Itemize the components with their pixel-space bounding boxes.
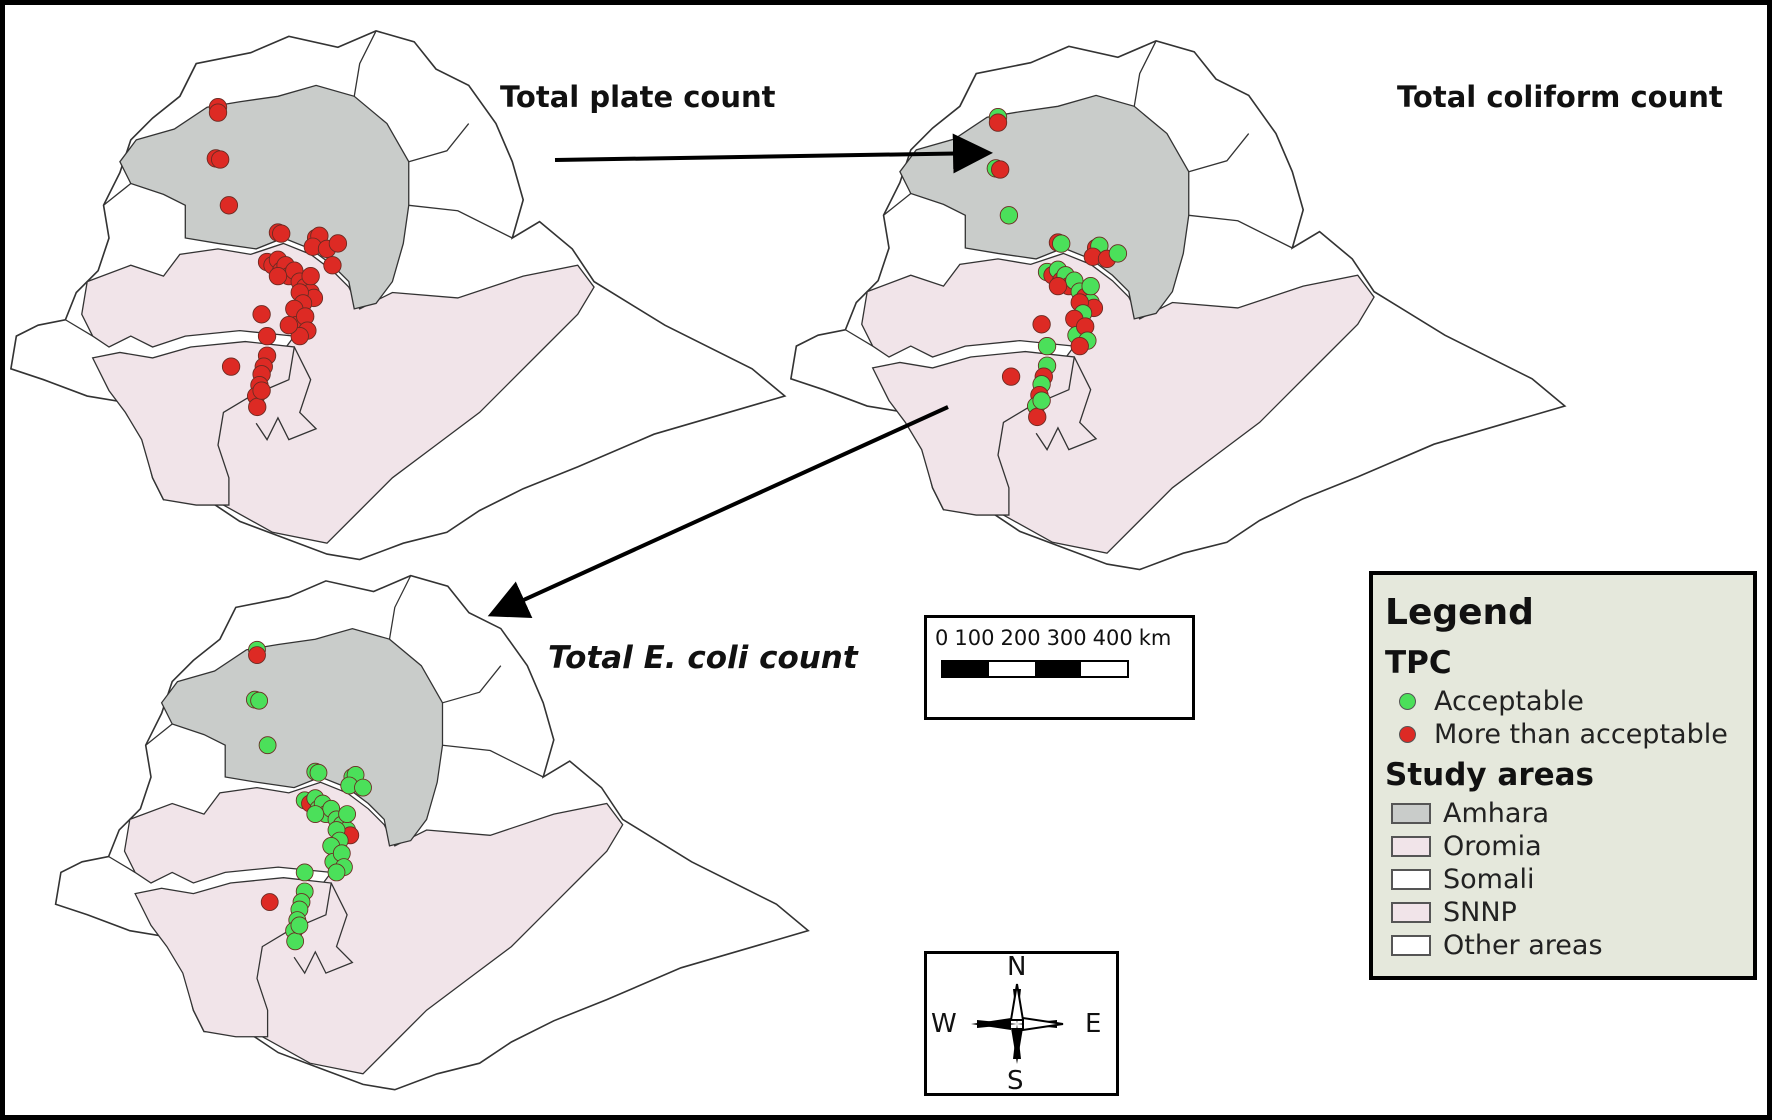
- sample-acceptable: [338, 805, 357, 824]
- sample-more-than-acceptable: [221, 357, 241, 376]
- sample-more-than-acceptable: [248, 646, 266, 665]
- sample-more-than-acceptable: [279, 316, 299, 335]
- sample-acceptable: [1052, 234, 1071, 253]
- sample-more-than-acceptable: [991, 160, 1010, 179]
- legend-item-more-than-acceptable: More than acceptable: [1385, 718, 1753, 751]
- sample-more-than-acceptable: [252, 381, 271, 400]
- compass-south-label: S: [1007, 1066, 1024, 1096]
- title-total-coliform-count: Total coliform count: [1397, 80, 1723, 114]
- arrow-tcc-to-ecoli: [487, 405, 949, 618]
- sample-acceptable: [354, 778, 372, 797]
- sample-more-than-acceptable: [1032, 315, 1051, 334]
- sample-acceptable: [286, 932, 305, 951]
- sample-acceptable: [1032, 391, 1051, 410]
- sample-more-than-acceptable: [211, 150, 230, 169]
- sample-more-than-acceptable: [323, 256, 342, 275]
- compass-west-label: W: [931, 1009, 957, 1039]
- sample-more-than-acceptable: [252, 305, 271, 324]
- snnp-swatch: [1391, 902, 1431, 923]
- sample-acceptable: [1037, 336, 1057, 356]
- sample-acceptable: [1108, 244, 1128, 263]
- sample-more-than-acceptable: [988, 113, 1008, 132]
- sample-more-than-acceptable: [1001, 367, 1021, 386]
- legend-item-other-areas: Other areas: [1385, 929, 1753, 962]
- legend-study-areas-heading: Study areas: [1385, 757, 1595, 793]
- sample-more-than-acceptable: [301, 266, 320, 286]
- scale-bar-segments: [941, 660, 1129, 678]
- sample-more-than-acceptable: [1028, 407, 1047, 427]
- sample-more-than-acceptable: [257, 326, 277, 346]
- sample-acceptable: [290, 916, 309, 935]
- sample-more-than-acceptable: [260, 893, 279, 911]
- sample-acceptable: [999, 206, 1019, 225]
- sample-more-than-acceptable: [328, 234, 348, 253]
- sample-more-than-acceptable: [1048, 276, 1068, 296]
- sample-more-than-acceptable: [290, 326, 309, 346]
- sample-more-than-acceptable: [272, 224, 291, 243]
- other-areas-swatch: [1391, 935, 1431, 956]
- sample-acceptable: [306, 805, 325, 824]
- sample-more-than-acceptable: [248, 397, 267, 417]
- sample-more-than-acceptable: [219, 196, 239, 215]
- legend-title: Legend: [1385, 592, 1534, 633]
- scale-bar-labels: 0 100 200 300 400 km: [935, 626, 1172, 650]
- sample-acceptable: [309, 763, 328, 782]
- map-total-coliform-count: [790, 40, 1566, 571]
- compass-rose-icon: [971, 983, 1064, 1064]
- amhara-swatch: [1391, 803, 1431, 824]
- sample-acceptable: [327, 863, 346, 882]
- sample-more-than-acceptable: [208, 103, 228, 122]
- unacceptable-dot-icon: [1399, 726, 1416, 743]
- title-total-plate-count: Total plate count: [500, 80, 776, 114]
- acceptable-dot-icon: [1399, 693, 1416, 710]
- sample-acceptable: [250, 691, 269, 710]
- map-legend: Legend TPC Acceptable More than acceptab…: [1369, 571, 1757, 980]
- map-total-plate-count: [10, 30, 786, 561]
- sample-acceptable: [295, 863, 314, 882]
- sample-more-than-acceptable: [1070, 336, 1089, 356]
- north-arrow: N S W E: [924, 951, 1119, 1096]
- legend-item-somali: Somali: [1385, 863, 1753, 896]
- title-total-ecoli-count: Total E. coli count: [548, 640, 858, 676]
- legend-tpc-heading: TPC: [1385, 645, 1452, 681]
- map-total-ecoli-count: [54, 574, 809, 1091]
- compass-east-label: E: [1085, 1009, 1102, 1039]
- sample-acceptable: [1081, 276, 1100, 296]
- oromia-swatch: [1391, 836, 1431, 857]
- compass-north-label: N: [1007, 952, 1027, 982]
- sample-more-than-acceptable: [268, 266, 288, 286]
- legend-item-snnp: SNNP: [1385, 896, 1753, 929]
- legend-item-amhara: Amhara: [1385, 797, 1753, 830]
- somali-swatch: [1391, 869, 1431, 890]
- arrow-tpc-to-tcc: [554, 133, 993, 174]
- scale-bar: 0 100 200 300 400 km: [924, 615, 1195, 720]
- legend-item-oromia: Oromia: [1385, 830, 1753, 863]
- sample-acceptable: [258, 736, 277, 755]
- legend-item-acceptable: Acceptable: [1385, 685, 1753, 718]
